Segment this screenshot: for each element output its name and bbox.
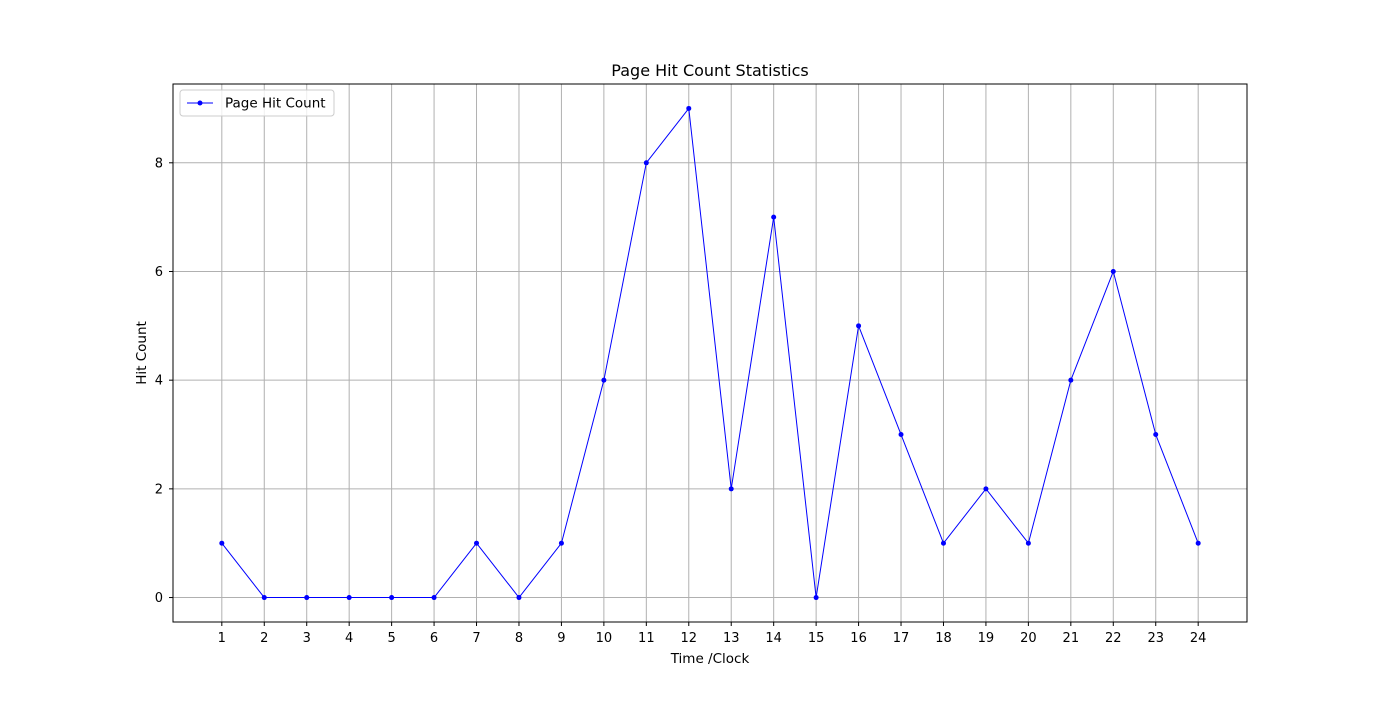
x-tick-label: 11 (638, 631, 655, 646)
x-tick-label: 19 (978, 631, 995, 646)
x-tick-label: 3 (303, 631, 311, 646)
y-tick-label: 6 (155, 265, 163, 280)
data-point (1025, 540, 1031, 546)
x-tick-label: 14 (765, 631, 782, 646)
data-point (261, 595, 267, 601)
x-tick-label: 1 (218, 631, 226, 646)
data-point (686, 105, 692, 111)
plot-area-frame (172, 83, 1248, 623)
x-tick-label: 24 (1190, 631, 1207, 646)
legend-marker-sample (197, 100, 203, 106)
data-point (813, 595, 819, 601)
data-point (219, 540, 225, 546)
y-tick-label: 4 (155, 374, 163, 389)
data-point (728, 486, 734, 492)
x-tick-label: 17 (893, 631, 910, 646)
x-tick-label: 10 (596, 631, 613, 646)
series-layer (219, 105, 1201, 601)
data-point (474, 540, 480, 546)
x-tick-label: 15 (808, 631, 825, 646)
x-tick-label: 5 (387, 631, 395, 646)
x-axis-label: Time /Clock (670, 651, 750, 667)
x-tick-label: 22 (1105, 631, 1122, 646)
data-point (516, 595, 522, 601)
y-tick-label: 2 (155, 482, 163, 497)
x-tick-label: 13 (723, 631, 740, 646)
y-tick-label: 0 (155, 591, 163, 606)
x-tick-label: 2 (260, 631, 268, 646)
legend-box (179, 89, 335, 117)
x-tick-label: 16 (850, 631, 867, 646)
data-point (643, 160, 649, 166)
legend: Page Hit Count (179, 89, 335, 117)
axis-ticks: 1 2 3 4 5 6 7 8 9 10 11 12 13 14 15 16 17 18 19 20 21 22 23 240… (155, 156, 1207, 646)
data-point (983, 486, 989, 492)
data-point (346, 595, 352, 601)
data-point (1195, 540, 1201, 546)
x-tick-label: 12 (681, 631, 698, 646)
x-tick-label: 6 (430, 631, 438, 646)
data-point (1068, 377, 1074, 383)
data-point (1153, 432, 1159, 438)
x-tick-label: 21 (1063, 631, 1080, 646)
x-tick-label: 7 (472, 631, 480, 646)
data-point (1110, 268, 1116, 274)
data-point (601, 377, 607, 383)
data-point (856, 323, 862, 329)
x-tick-label: 8 (515, 631, 523, 646)
series-line (221, 107, 1199, 599)
chart-title: Page Hit Count Statistics (611, 61, 808, 80)
data-point (304, 595, 310, 601)
x-tick-label: 20 (1020, 631, 1037, 646)
data-point (558, 540, 564, 546)
y-tick-label: 8 (155, 156, 163, 171)
x-tick-label: 18 (935, 631, 952, 646)
legend-label: Page Hit Count (225, 96, 326, 112)
x-tick-label: 9 (557, 631, 565, 646)
x-tick-label: 4 (345, 631, 353, 646)
grid-lines (173, 84, 1247, 622)
data-point (771, 214, 777, 220)
data-point (898, 432, 904, 438)
y-axis-label: Hit Count (134, 321, 150, 385)
data-point (389, 595, 395, 601)
data-point (940, 540, 946, 546)
data-point (431, 595, 437, 601)
x-tick-label: 23 (1147, 631, 1164, 646)
